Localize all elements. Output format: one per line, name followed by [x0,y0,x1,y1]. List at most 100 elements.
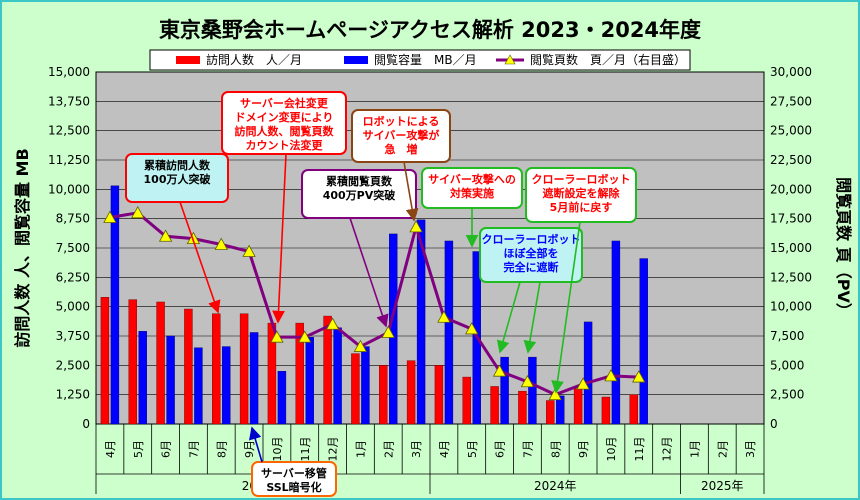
y-left-tick-label: 8,750 [56,212,90,226]
y-left-tick-label: 15,000 [48,65,90,79]
pageviews-marker [548,387,562,401]
x-tick-label: 11月 [299,437,312,462]
x-tick-label: 10月 [271,437,284,462]
y-right-tick-label: 30,000 [770,65,812,79]
annotation-arrow [551,221,581,394]
bar-visitors [239,313,249,425]
y-right-tick-label: 25,000 [770,124,812,138]
y-left-tick-label: 3,750 [56,329,90,343]
pageviews-marker [214,237,228,250]
y-left-tick-label: 0 [82,417,90,431]
annotation-text: ロボットによるサイバー攻撃が急 増 [363,114,440,156]
pageviews-marker [576,377,590,390]
annotation-arrow [523,281,541,354]
annotation-line: 5月前に戻す [550,200,613,214]
annotation-arrow [496,281,521,354]
annotation-box [251,461,337,497]
annotation-line: 100万人突破 [144,172,211,186]
bar-volume [277,371,287,425]
annotation-line: ロボットによる [363,114,440,128]
bar-volume [500,356,509,425]
pageviews-marker [465,322,479,335]
pageviews-marker [353,339,368,352]
year-label: 2025年 [701,479,744,493]
pageviews-marker [409,220,423,233]
annotation-arrow [349,217,389,328]
x-tick-label: 1月 [688,440,701,458]
x-tick-label: 9月 [577,440,590,458]
annotation-line: 対策実施 [449,186,494,200]
x-tick-label: 4月 [104,440,117,458]
bar-volume [138,331,147,425]
y-right-tick-label: 7,500 [770,329,804,343]
annotation-box [301,169,417,219]
bar-visitors [434,365,444,425]
y-right-tick-label: 22,500 [770,153,812,167]
y-left-tick-label: 6,250 [56,270,90,284]
bar-visitors [128,299,137,425]
x-tick-label: 7月 [187,440,200,458]
pageviews-marker [242,244,256,257]
annotation-box [479,227,583,283]
pageviews-marker [158,229,173,242]
bar-visitors [462,376,471,425]
annotation-line: SSL暗号化 [266,480,321,494]
bar-visitors [629,394,638,425]
bar-volume [639,258,648,425]
annotation-line: 完全に遮断 [504,260,559,274]
annotation-box [351,109,451,163]
x-tick-label: 12月 [661,437,674,462]
annotation-arrow [179,201,221,314]
legend-swatch [176,56,200,64]
annotation-line: クローラーロボット [532,172,631,186]
y-right-axis-label: 閲覧頁数 頁（PV） [834,177,853,319]
legend-box [149,49,691,71]
x-tick-label: 8月 [215,440,228,458]
bar-volume [333,327,342,425]
y-left-tick-label: 10,000 [48,182,90,196]
x-tick-label: 6月 [494,440,507,458]
annotation-line: クローラーロボット [482,232,581,246]
pageviews-marker [632,370,646,383]
y-right-tick-label: 12,500 [770,270,812,284]
x-tick-label: 2月 [716,440,729,458]
y-left-tick-label: 5,000 [56,300,90,314]
bar-visitors [518,390,527,425]
pageviews-marker [492,364,507,377]
pageviews-marker [381,325,395,338]
annotation-text: 累積閲覧頁数 400万PV突破 [323,174,396,202]
x-tick-label: 10月 [605,437,618,462]
bar-volume [611,240,621,425]
annotation-text: クローラーロボット遮断設定を解除 5月前に戻す [532,172,631,214]
y-right-tick-label: 10,000 [770,300,812,314]
annotation-box [125,153,229,203]
pageviews-marker [437,310,451,323]
x-tick-label: 5月 [466,440,479,458]
x-tick-label: 11月 [633,437,646,462]
annotation-text: 累積訪問人数 100万人突破 [144,158,211,186]
pageviews-marker [325,317,340,330]
bar-visitors [379,365,388,425]
y-left-tick-label: 1,250 [56,388,90,402]
chart-title: 東京桑野会ホームページアクセス解析 2023・2024年度 [159,18,701,42]
annotation-arrow [403,161,419,222]
pageviews-marker [604,369,618,382]
legend-label: 閲覧容量 MB／月 [374,52,477,67]
annotation-line: 累積訪問人数 [144,158,211,172]
x-tick-label: 9月 [243,440,256,458]
annotation-text: サーバー会社変更ドメイン変更により訪問人数、閲覧頁数カウント法変更 [235,96,335,152]
bar-visitors [351,353,360,425]
bar-volume [194,347,203,425]
bar-volume [416,219,426,425]
bar-visitors [406,360,416,425]
bar-volume [249,332,259,425]
annotation-line: サーバー移管 [261,466,327,480]
bar-visitors [212,313,221,425]
annotation-text: クローラーロボットほぼ全部を完全に遮断 [482,232,581,274]
pageviews-marker [186,231,201,245]
bar-volume [110,185,120,425]
bar-visitors [100,297,110,425]
legend-label: 訪問人数 人／月 [206,52,302,67]
x-tick-label: 8月 [549,440,562,458]
